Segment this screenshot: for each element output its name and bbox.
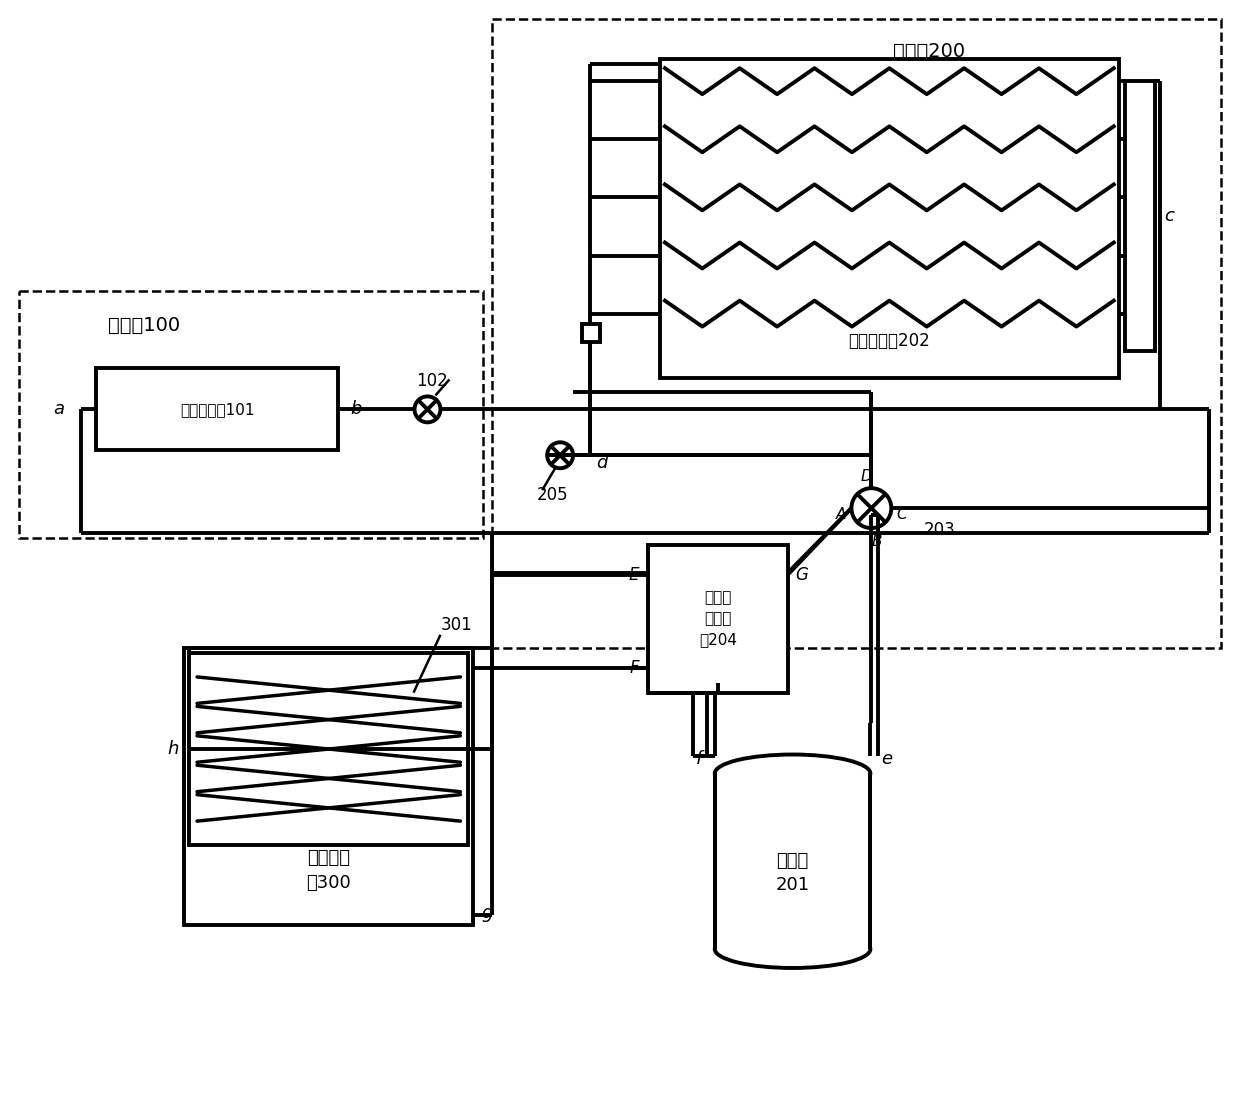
Ellipse shape xyxy=(714,930,870,968)
Text: 室外换热器202: 室外换热器202 xyxy=(848,332,930,349)
Circle shape xyxy=(414,396,440,422)
Text: 室内机100: 室内机100 xyxy=(108,316,180,335)
Text: 室内换热器101: 室内换热器101 xyxy=(180,402,254,417)
Text: 制热水
切换结
构204: 制热水 切换结 构204 xyxy=(699,590,737,647)
Text: D: D xyxy=(861,468,872,484)
Text: d: d xyxy=(596,455,608,473)
Circle shape xyxy=(547,442,573,468)
Text: 203: 203 xyxy=(924,521,955,539)
Text: h: h xyxy=(167,739,179,757)
Text: A: A xyxy=(836,506,847,522)
Text: 301: 301 xyxy=(440,616,472,634)
Text: 205: 205 xyxy=(537,486,568,504)
Text: F: F xyxy=(629,659,639,676)
Bar xyxy=(188,653,469,846)
Ellipse shape xyxy=(714,755,870,793)
Bar xyxy=(184,647,474,925)
Text: e: e xyxy=(880,749,892,767)
Text: 室外机200: 室外机200 xyxy=(893,41,965,60)
Bar xyxy=(649,545,787,692)
Text: B: B xyxy=(872,533,882,549)
Circle shape xyxy=(852,488,892,528)
Bar xyxy=(20,291,484,538)
Text: G: G xyxy=(795,566,808,584)
Text: g: g xyxy=(481,904,494,922)
Text: b: b xyxy=(350,400,361,419)
Text: 热水发生
器300: 热水发生 器300 xyxy=(306,849,351,892)
Bar xyxy=(97,368,337,450)
Text: C: C xyxy=(897,506,906,522)
Bar xyxy=(1125,81,1154,351)
Text: c: c xyxy=(1163,207,1173,225)
Bar xyxy=(492,19,1220,647)
Bar xyxy=(714,774,870,949)
Text: f: f xyxy=(696,749,702,767)
Text: a: a xyxy=(53,400,64,419)
Text: 102: 102 xyxy=(417,373,449,391)
Bar xyxy=(660,59,1118,379)
Bar xyxy=(582,324,600,342)
Text: E: E xyxy=(629,566,639,584)
Text: 压缩机
201: 压缩机 201 xyxy=(775,852,810,894)
